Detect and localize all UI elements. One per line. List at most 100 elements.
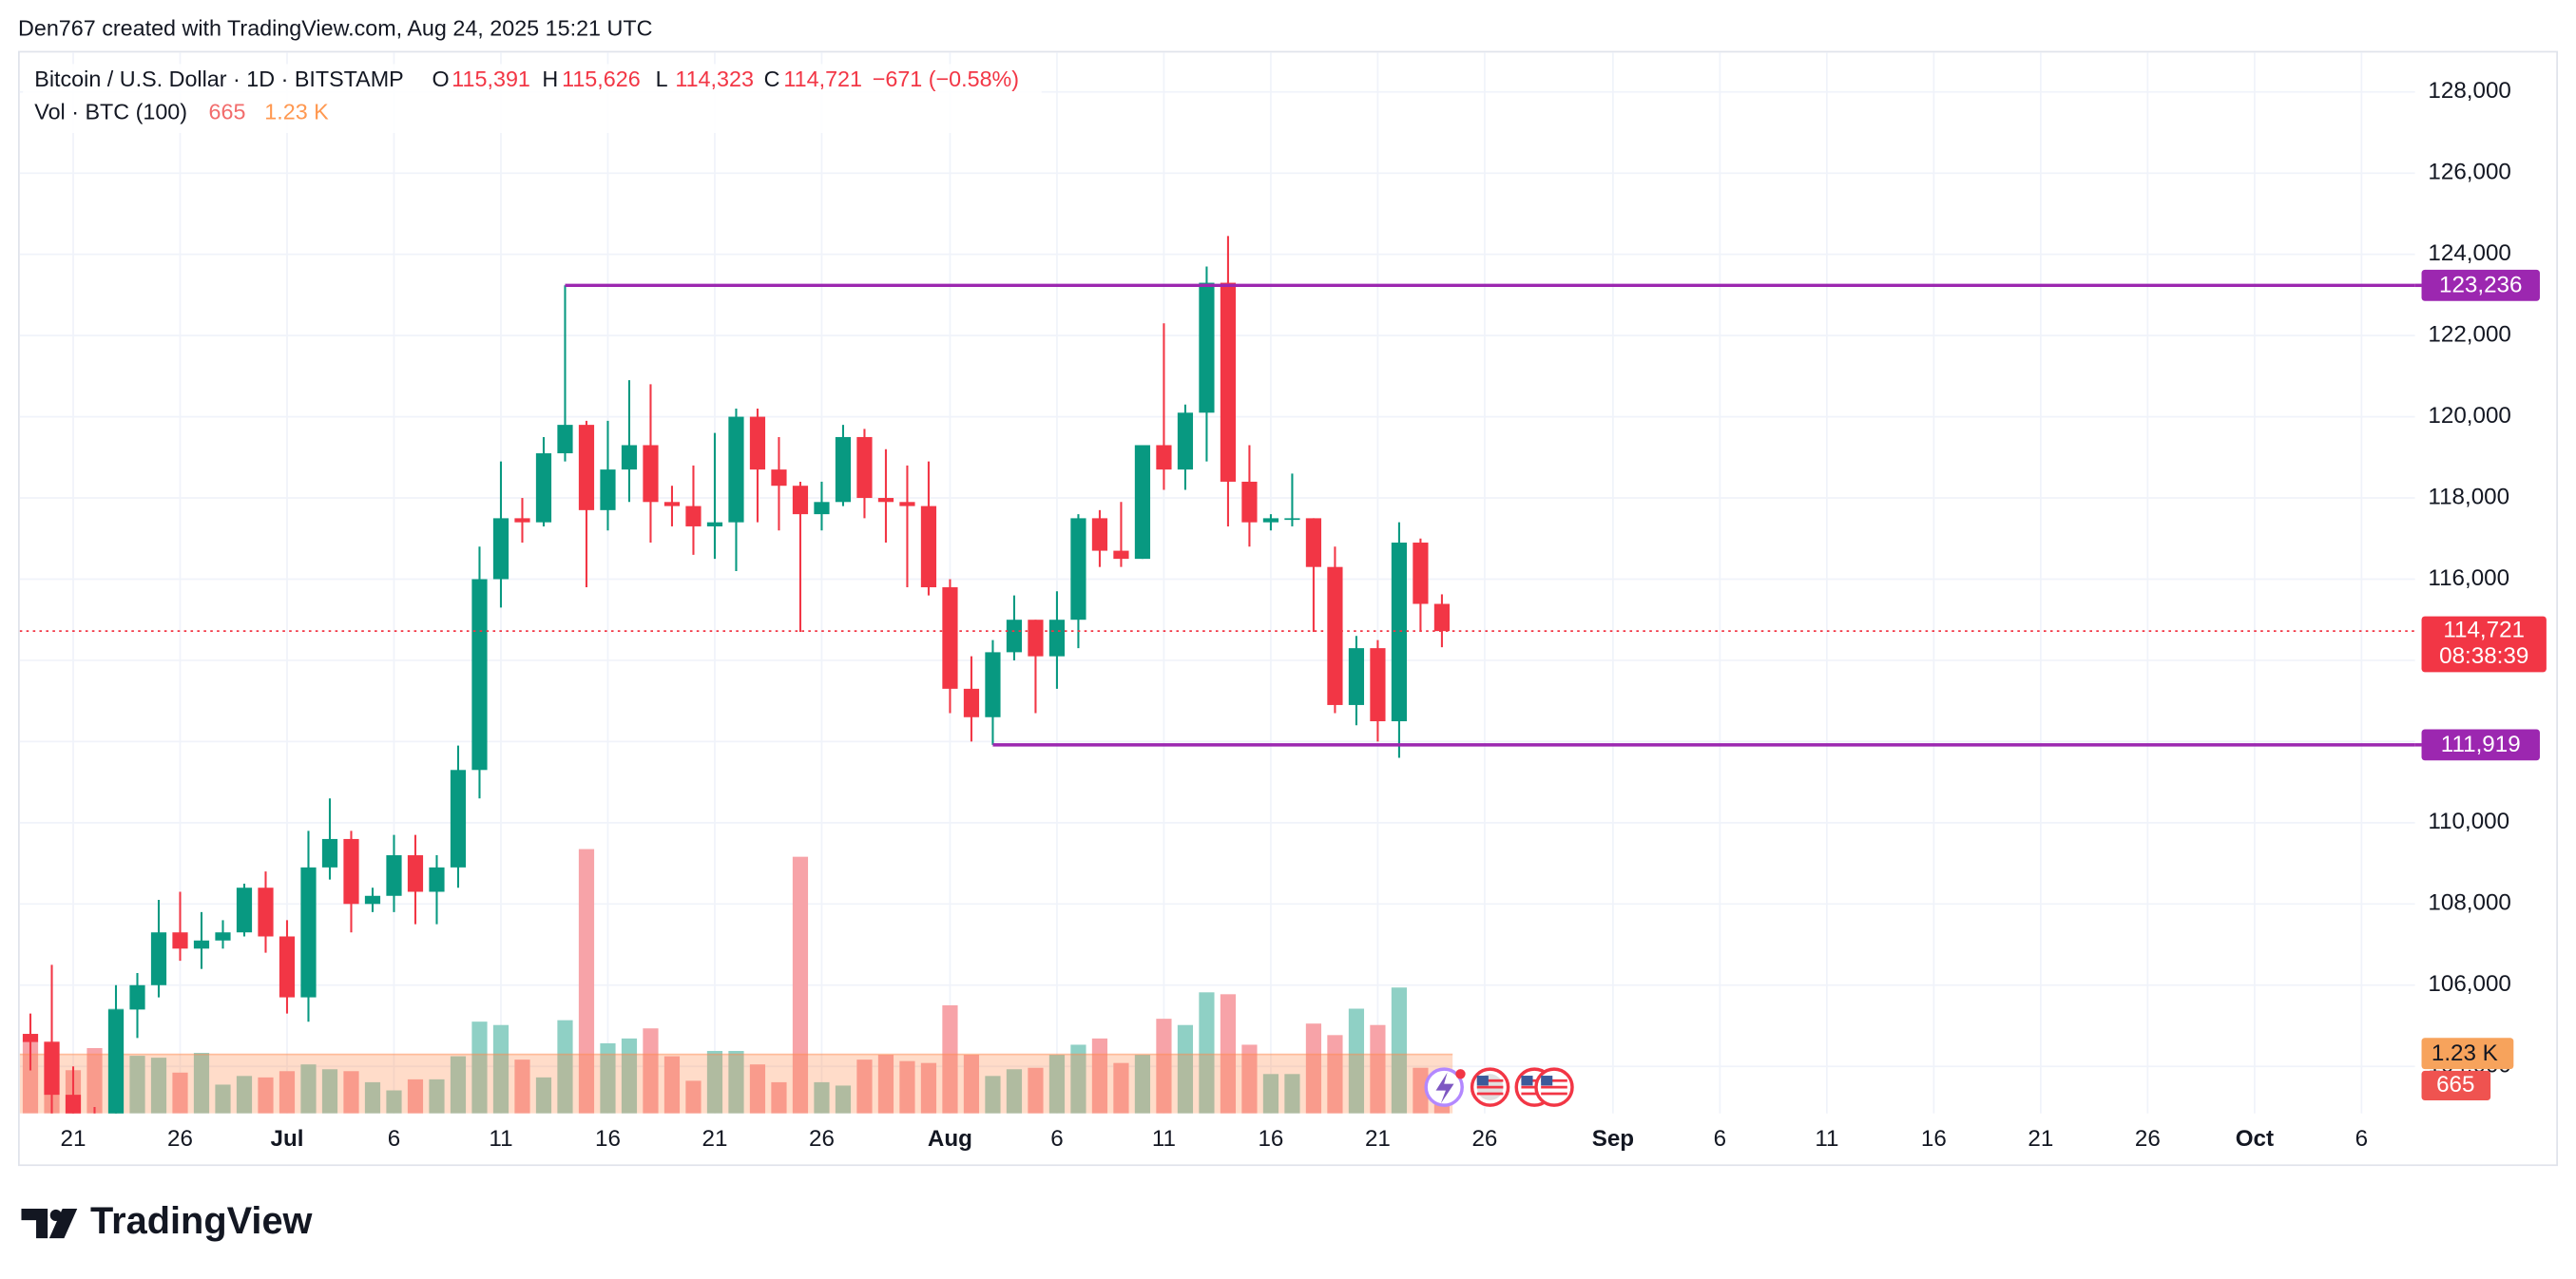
- event-icons: [1424, 1067, 1574, 1107]
- candle-body: [236, 888, 253, 933]
- chart-frame: [18, 50, 2558, 1167]
- legend-change: −671 (−0.58%): [873, 67, 1019, 91]
- candle-body: [706, 522, 723, 526]
- x-tick-label: 21: [702, 1126, 728, 1152]
- volume-ma-label: 1.23 K: [2432, 1040, 2498, 1066]
- volume-bar: [258, 1077, 274, 1114]
- y-tick-label: 108,000: [2428, 890, 2510, 916]
- volume-bar: [963, 1055, 980, 1114]
- x-tick-label: Sep: [1592, 1126, 1634, 1152]
- candle-body: [1134, 445, 1151, 560]
- volume-bar: [236, 1076, 253, 1114]
- volume-bar: [1305, 1023, 1322, 1114]
- volume-bar: [643, 1028, 659, 1114]
- candle-body: [771, 469, 787, 487]
- candle-body: [1220, 282, 1237, 482]
- candle-body: [1006, 620, 1023, 653]
- volume-ma-legend-value: 1.23 K: [264, 99, 329, 124]
- candle-body: [514, 518, 530, 523]
- candle-body: [728, 416, 744, 523]
- volume-bar: [600, 1042, 616, 1114]
- y-tick-label: 106,000: [2428, 971, 2510, 997]
- level-label-box: [2421, 729, 2540, 761]
- candle-body: [321, 838, 338, 868]
- candle-body: [792, 486, 809, 515]
- candle-body: [985, 652, 1001, 717]
- candle-body: [300, 867, 317, 998]
- logo-mark: [21, 1209, 48, 1239]
- y-tick-label: 110,000: [2428, 809, 2509, 834]
- volume-bar: [321, 1069, 338, 1114]
- x-tick-label: 6: [1714, 1126, 1726, 1152]
- volume-bar: [343, 1071, 359, 1114]
- candle-body: [578, 425, 595, 510]
- candle-body: [920, 506, 937, 588]
- volume-bar: [706, 1051, 723, 1114]
- volume-bar: [386, 1090, 402, 1114]
- x-tick-label: 16: [1258, 1126, 1283, 1152]
- volume-bar: [407, 1079, 424, 1114]
- y-tick-label: 124,000: [2428, 240, 2510, 266]
- legend-value: 115,391: [452, 67, 530, 91]
- x-tick-label: Aug: [928, 1126, 972, 1152]
- volume-legend-title: Vol · BTC (100): [34, 99, 187, 124]
- candle-body: [193, 940, 210, 949]
- level-label: 123,236: [2439, 273, 2522, 298]
- volume-bar: [492, 1024, 509, 1114]
- volume-bar: [835, 1085, 852, 1114]
- candle-body: [1433, 603, 1451, 632]
- legend-key: H: [542, 67, 558, 91]
- candle-body: [1413, 543, 1429, 604]
- volume-bar: [1070, 1044, 1086, 1114]
- volume-bar: [129, 1056, 145, 1114]
- footer-brand: TradingView: [90, 1200, 312, 1242]
- candle-body: [557, 425, 573, 454]
- volume-bar: [1113, 1062, 1129, 1114]
- candle-body: [1113, 550, 1129, 560]
- candle-body: [1241, 481, 1258, 523]
- x-tick-label: 26: [167, 1126, 193, 1152]
- candle-body: [1199, 282, 1215, 413]
- candle-body: [621, 445, 638, 470]
- volume-bar: [899, 1060, 915, 1114]
- x-tick-label: 21: [2028, 1126, 2053, 1152]
- volume-bar: [985, 1076, 1001, 1114]
- volume-ma-area: [19, 1054, 1453, 1114]
- level-label: 111,919: [2441, 732, 2521, 757]
- volume-legend-value: 665: [209, 99, 246, 124]
- x-tick-label: 16: [595, 1126, 621, 1152]
- candle-body: [492, 518, 509, 580]
- candle-body: [450, 770, 467, 868]
- volume-bar: [1156, 1019, 1172, 1114]
- candle-body: [600, 469, 616, 510]
- y-tick-label: 120,000: [2428, 403, 2510, 429]
- candle-body: [535, 453, 552, 523]
- candle-body: [150, 932, 167, 985]
- x-tick-label: 21: [1365, 1126, 1391, 1152]
- candle-body: [258, 888, 274, 937]
- x-tick-label: 21: [61, 1126, 87, 1152]
- footer-logo: TradingView: [21, 1200, 313, 1242]
- legend-title: Bitcoin / U.S. Dollar · 1D · BITSTAMP: [34, 67, 403, 91]
- volume-bar: [814, 1081, 830, 1114]
- volume-bar: [450, 1056, 467, 1114]
- legend-value: 114,323: [675, 67, 754, 91]
- plot-area: [19, 236, 2415, 1114]
- x-tick-label: 11: [489, 1126, 512, 1152]
- volume-bar: [300, 1064, 317, 1114]
- volume-last-label: 665: [2436, 1072, 2474, 1098]
- volume-bar: [1284, 1074, 1300, 1114]
- volume-bar: [578, 849, 595, 1114]
- volume-bar: [1348, 1008, 1365, 1114]
- volume-bar: [1199, 992, 1215, 1114]
- candle-body: [65, 1095, 82, 1114]
- candle-body: [1391, 543, 1408, 722]
- candle-body: [1284, 518, 1300, 521]
- volume-bar: [771, 1081, 787, 1114]
- y-tick-label: 122,000: [2428, 322, 2510, 348]
- event-icon: [1534, 1067, 1574, 1107]
- volume-bar: [87, 1047, 103, 1114]
- legend-key: L: [656, 67, 668, 91]
- legend-value: 115,626: [562, 67, 641, 91]
